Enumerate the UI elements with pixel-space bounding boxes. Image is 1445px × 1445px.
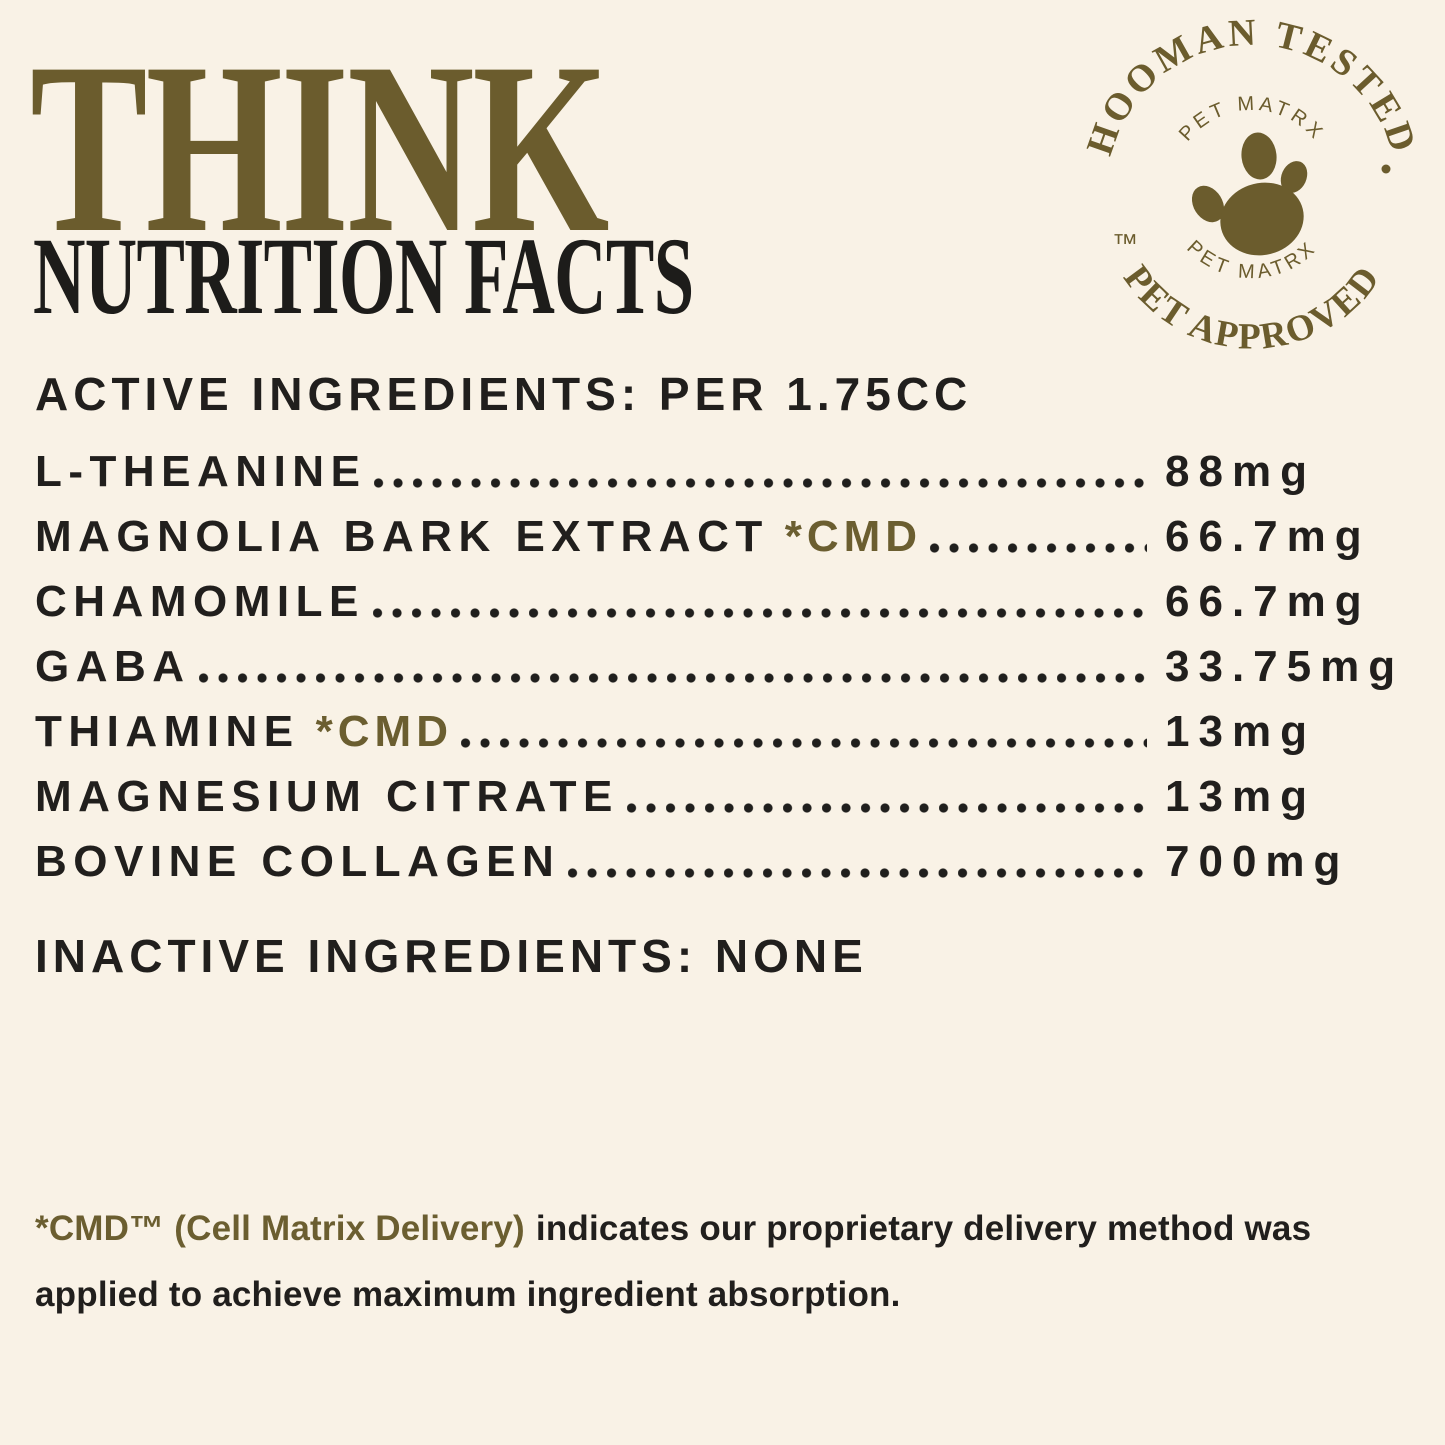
ingredient-value: 33.75mg — [1165, 642, 1405, 691]
cmd-tag: *CMD — [784, 512, 923, 561]
ingredient-row: CHAMOMILE 66.7mg — [35, 580, 1410, 624]
trademark-symbol: ™ — [1112, 228, 1138, 258]
cmd-footnote: *CMD™ (Cell Matrix Delivery) indicates ou… — [35, 1196, 1430, 1328]
ingredient-value: 13mg — [1165, 772, 1316, 821]
page-title: NUTRITION FACTS — [33, 215, 694, 337]
dot-leader — [198, 673, 1147, 683]
ingredient-value: 88mg — [1165, 447, 1316, 496]
separator-dot — [1381, 164, 1391, 174]
ingredient-value: 700mg — [1165, 837, 1350, 886]
dot-leader — [374, 478, 1147, 488]
paw-print-icon — [1191, 132, 1308, 256]
inactive-ingredients-header: INACTIVE INGREDIENTS: NONE — [35, 930, 868, 982]
pet-matrx-badge: HOOMAN TESTED PET APPROVED PET MATRX PET… — [1079, 11, 1422, 357]
ingredient-value: 66.7mg — [1165, 577, 1371, 626]
ingredient-row: MAGNESIUM CITRATE 13mg — [35, 775, 1410, 819]
ingredient-name: MAGNESIUM CITRATE — [35, 772, 619, 821]
ingredient-name: L-THEANINE — [35, 447, 367, 496]
ingredient-name: BOVINE COLLAGEN — [35, 837, 561, 886]
ingredients-list: L-THEANINE 88mg MAGNOLIA BARK EXTRACT *CMD 6… — [35, 450, 1410, 905]
footnote-rest: indicates our proprietary delivery metho… — [535, 1209, 1312, 1248]
cmd-tag: *CMD — [315, 707, 453, 756]
ingredient-row: GABA 33.75mg — [35, 645, 1410, 689]
active-ingredients-header: ACTIVE INGREDIENTS: PER 1.75CC — [35, 368, 973, 420]
footnote-line-2: applied to achieve maximum ingredient ab… — [35, 1275, 901, 1314]
ingredient-name: THIAMINE *CMD — [35, 707, 453, 756]
brand-name: THINK — [30, 12, 609, 283]
ingredient-row: BOVINE COLLAGEN 700mg — [35, 840, 1410, 884]
dot-leader — [460, 738, 1147, 748]
ingredient-name: MAGNOLIA BARK EXTRACT *CMD — [35, 512, 923, 561]
ingredient-row: MAGNOLIA BARK EXTRACT *CMD 66.7mg — [35, 515, 1410, 559]
ingredient-name: CHAMOMILE — [35, 577, 365, 626]
ingredient-value: 66.7mg — [1165, 512, 1371, 561]
ingredient-name: GABA — [35, 642, 191, 691]
dot-leader — [626, 803, 1147, 813]
dot-leader — [372, 608, 1147, 618]
ingredient-row: L-THEANINE 88mg — [35, 450, 1410, 494]
ingredient-value: 13mg — [1165, 707, 1316, 756]
footnote-line-1: *CMD™ (Cell Matrix Delivery) indicates ou… — [35, 1196, 1430, 1262]
dot-leader — [930, 543, 1147, 553]
dot-leader — [568, 868, 1147, 878]
footnote-highlight: *CMD™ (Cell Matrix Delivery) — [35, 1209, 525, 1248]
ingredient-row: THIAMINE *CMD 13mg — [35, 710, 1410, 754]
